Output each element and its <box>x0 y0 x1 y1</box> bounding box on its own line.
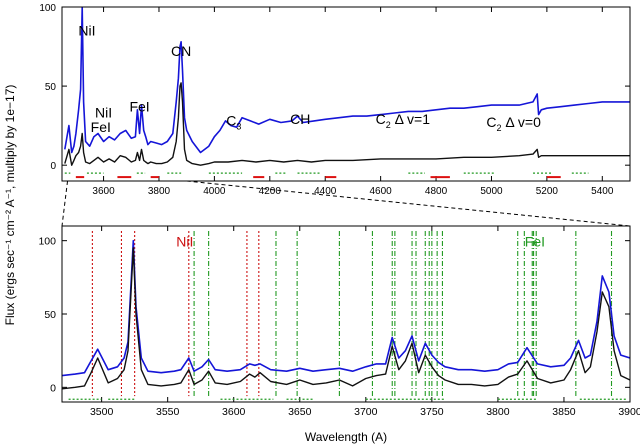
y-axis-label: Flux (ergs sec⁻¹ cm⁻² A⁻¹, multiply by 1… <box>3 85 17 326</box>
feature-label: NiI <box>78 22 95 38</box>
x-tick-label: 3900 <box>618 406 640 418</box>
feature-label: CN <box>171 43 191 59</box>
y-tick-label: 0 <box>50 382 56 394</box>
feature-label-suffix: Δ v=1 <box>391 111 431 127</box>
feature-label: C3 <box>226 113 241 132</box>
panel-bottom: 3500 3550 3600 3650 3700 3750 3800 3850 3900 0 50 1… <box>38 225 640 418</box>
plot-area <box>64 7 630 179</box>
plot-area <box>62 231 630 400</box>
x-tick-label: 3500 <box>90 406 114 418</box>
series-line-black <box>62 247 630 390</box>
y-tick-label: 50 <box>45 82 57 93</box>
y-tick-label: 50 <box>44 309 56 321</box>
feature-label-subscript: 2 <box>386 120 391 130</box>
plot-frame <box>61 225 631 403</box>
feature-label: FeI <box>525 234 545 250</box>
x-tick-label: 5400 <box>591 186 614 197</box>
x-tick-label: 3550 <box>156 406 180 418</box>
feature-label: FeI <box>91 119 111 135</box>
x-tick-label: 3650 <box>288 406 312 418</box>
zoom-connector-left <box>61 180 69 227</box>
zoom-connector-right <box>186 180 631 227</box>
series-line-blue <box>64 7 630 154</box>
x-tick-label: 4600 <box>370 186 393 197</box>
feature-label: C2 Δ v=0 <box>486 114 541 133</box>
feature-label: NiI <box>95 105 112 121</box>
x-tick-label: 5200 <box>536 186 559 197</box>
x-tick-label: 4200 <box>259 186 282 197</box>
y-tick-label: 100 <box>38 236 56 248</box>
x-tick-label: 3600 <box>92 186 115 197</box>
feature-label: C2 Δ v=1 <box>376 111 431 130</box>
x-tick-label: 4000 <box>203 186 226 197</box>
x-tick-label: 4800 <box>425 186 448 197</box>
x-tick-label: 3800 <box>486 406 510 418</box>
series-line-blue <box>62 239 630 377</box>
feature-label: FeI <box>129 98 149 114</box>
x-axis-label: Wavelength (A) <box>305 430 387 444</box>
feature-label-suffix: Δ v=0 <box>502 114 542 130</box>
feature-label: NiI <box>176 234 193 250</box>
plot-frame <box>61 6 631 182</box>
x-tick-label: 3850 <box>552 406 576 418</box>
x-tick-label: 3800 <box>148 186 171 197</box>
y-tick-label: 100 <box>39 3 56 14</box>
panel-top: 3600 3800 4000 4200 4400 4600 4800 5000 5200 5400… <box>39 3 631 197</box>
x-tick-label: 3600 <box>222 406 246 418</box>
x-tick-label: 3750 <box>420 406 444 418</box>
feature-label-subscript: 3 <box>236 122 241 132</box>
feature-label-subscript: 2 <box>497 123 502 133</box>
x-tick-label: 3700 <box>354 406 378 418</box>
x-tick-label: 4400 <box>314 186 337 197</box>
series-line-black <box>64 82 630 166</box>
x-tick-label: 5000 <box>480 186 503 197</box>
y-tick-label: 0 <box>50 161 56 172</box>
feature-label: CH <box>290 111 310 127</box>
